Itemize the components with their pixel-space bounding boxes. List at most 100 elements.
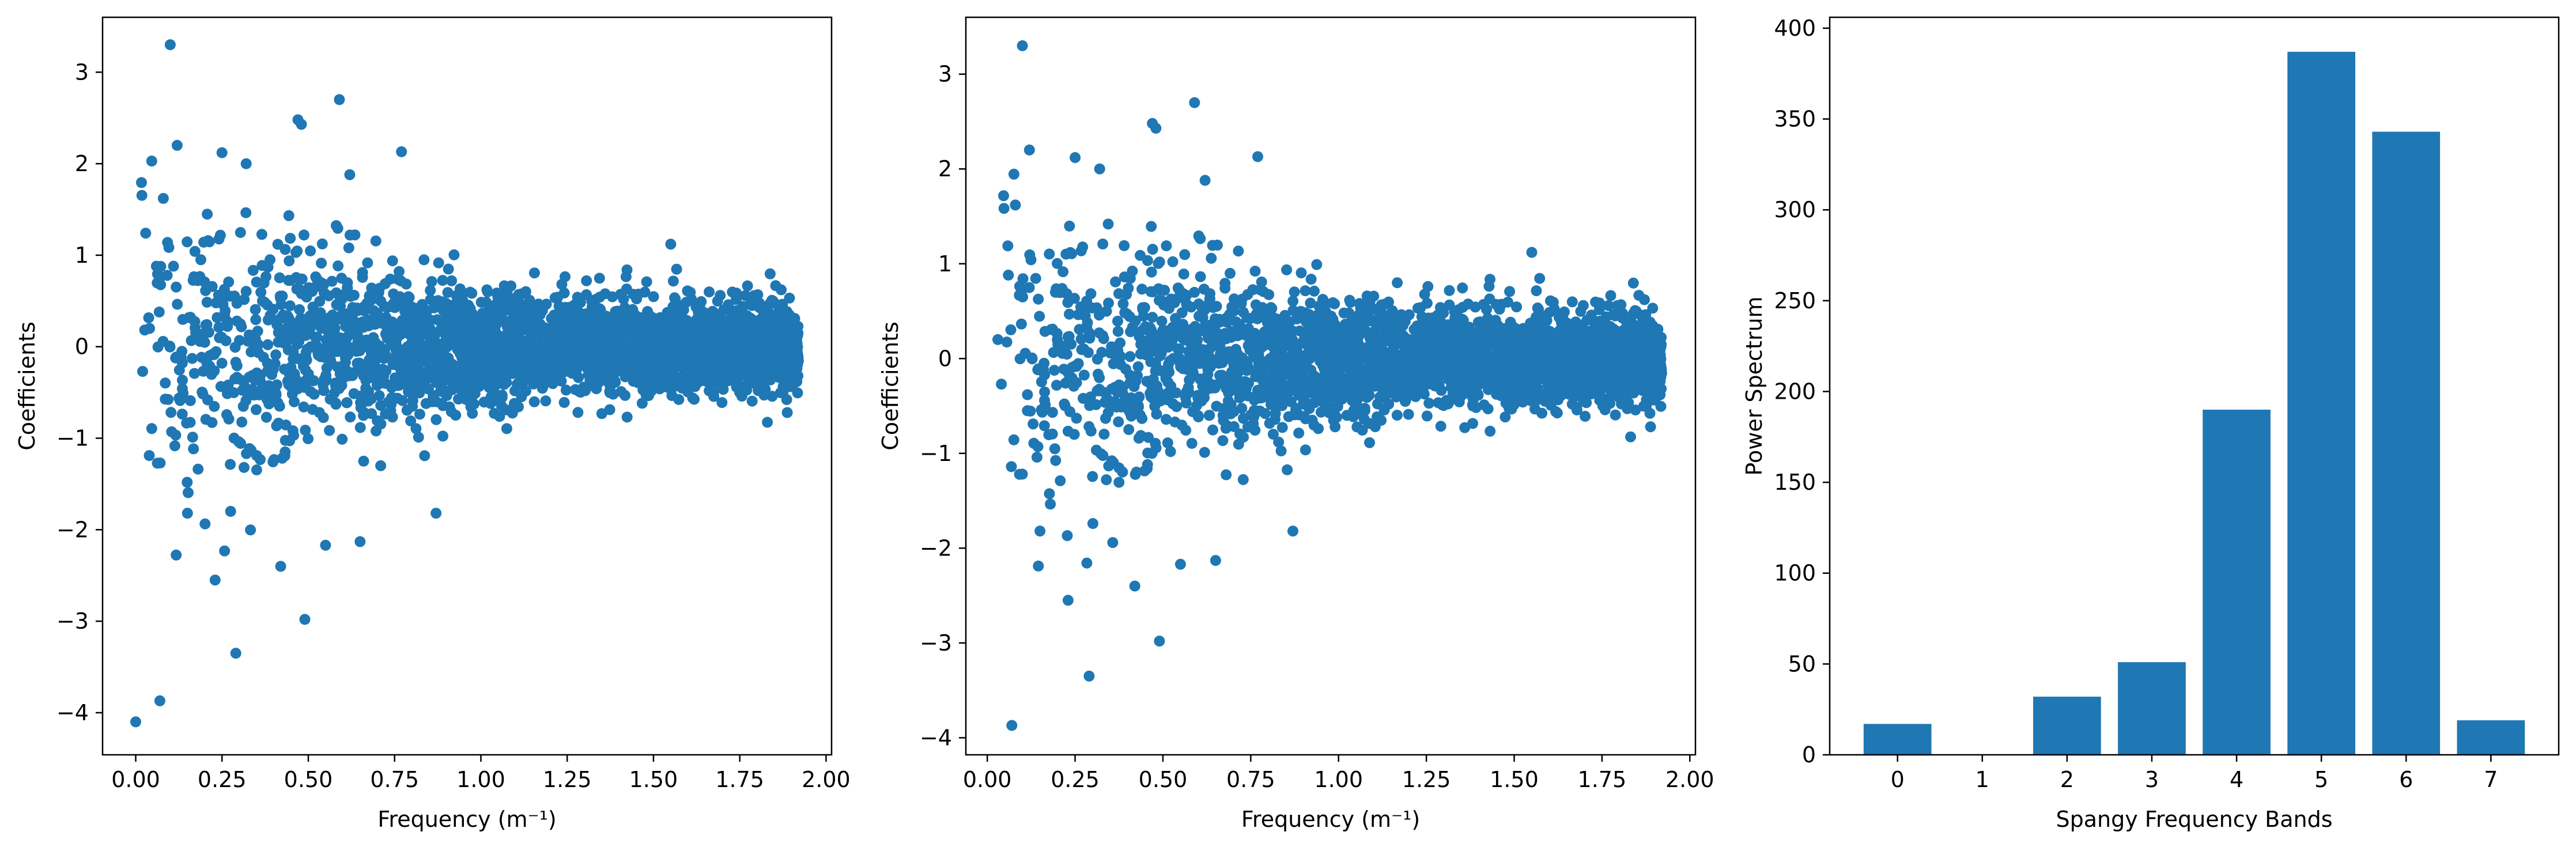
data-point (279, 446, 291, 457)
data-point (216, 147, 228, 158)
data-point (594, 303, 605, 315)
data-point (284, 300, 296, 312)
data-point (713, 330, 724, 341)
data-point (258, 351, 269, 363)
data-point (199, 336, 210, 348)
data-point (1015, 318, 1027, 330)
data-point (758, 390, 770, 401)
data-point (1028, 437, 1040, 449)
data-point (136, 190, 148, 201)
data-point (318, 412, 329, 423)
data-point (214, 229, 226, 241)
data-point (1217, 435, 1229, 447)
data-point (236, 417, 248, 428)
data-point (647, 320, 658, 331)
data-point (199, 518, 211, 530)
data-point (294, 304, 305, 315)
data-point (467, 407, 478, 419)
data-point (688, 359, 699, 370)
data-point (558, 288, 570, 298)
scatter-panel-left: 0.00 0.25 0.50 0.75 1.00 1.25 1.50 1.75 2.00 −4−… (14, 16, 851, 832)
data-point (537, 305, 548, 316)
data-point (716, 397, 728, 409)
data-point (270, 349, 282, 361)
data-point (342, 282, 353, 294)
y-tick-label: −3 (56, 608, 89, 634)
data-point (416, 320, 428, 332)
data-point (442, 311, 454, 322)
data-point (318, 287, 330, 298)
data-point (581, 381, 593, 393)
data-point (1123, 424, 1135, 435)
data-point (235, 227, 246, 238)
data-point (526, 305, 537, 317)
data-point (547, 361, 558, 373)
data-point (401, 278, 412, 290)
data-point (274, 400, 285, 412)
data-point (624, 318, 635, 330)
data-point (775, 323, 787, 334)
data-point (1146, 266, 1157, 278)
data-point (225, 459, 236, 470)
data-point (221, 409, 232, 421)
data-point (298, 401, 309, 413)
data-point (437, 296, 448, 308)
data-point (781, 407, 793, 418)
data-point (239, 294, 250, 305)
data-point (762, 417, 773, 428)
data-point (436, 322, 448, 334)
data-point (338, 347, 349, 358)
data-point (1587, 315, 1598, 326)
data-point (731, 381, 742, 393)
data-point (610, 376, 621, 388)
data-point (1529, 403, 1540, 415)
data-point (362, 395, 374, 407)
data-point (391, 273, 403, 285)
data-point (1136, 283, 1148, 295)
data-point (228, 387, 240, 398)
data-point (671, 263, 682, 275)
data-point (287, 425, 299, 437)
data-point (220, 305, 231, 316)
data-point (575, 328, 587, 339)
data-point (296, 273, 308, 285)
y-tick-label: 1 (75, 243, 89, 268)
data-point (689, 394, 700, 405)
data-point (263, 398, 275, 410)
data-point (469, 388, 481, 399)
data-point (648, 291, 659, 302)
data-point (1124, 351, 1136, 362)
data-point (166, 426, 177, 437)
data-point (365, 294, 377, 306)
data-point (405, 415, 417, 426)
data-point (738, 369, 749, 380)
data-point (503, 340, 515, 351)
data-point (1534, 273, 1546, 284)
x-axis-label-left: Frequency (m⁻¹) (377, 807, 556, 832)
data-point (717, 372, 728, 383)
data-point (1317, 294, 1328, 305)
data-point (279, 244, 291, 255)
data-point (279, 364, 290, 375)
x-tick-label: 0.25 (198, 767, 247, 792)
y-tick-label: −4 (56, 700, 89, 725)
data-point (300, 425, 311, 436)
data-point (577, 353, 589, 365)
data-point (449, 298, 460, 310)
data-point (177, 375, 188, 386)
data-point (382, 351, 393, 363)
data-point (396, 146, 407, 157)
data-point (447, 323, 458, 335)
data-point (468, 349, 479, 360)
data-point (1300, 285, 1311, 297)
data-point (251, 464, 262, 475)
data-point (457, 308, 469, 319)
y-tick-label: 2 (75, 151, 89, 176)
data-point (1276, 422, 1288, 433)
data-point (171, 139, 183, 151)
x-tick-label: 0.50 (284, 767, 333, 792)
data-point (255, 376, 266, 387)
data-point (1181, 331, 1193, 343)
data-point (791, 337, 803, 349)
data-point (269, 454, 280, 466)
